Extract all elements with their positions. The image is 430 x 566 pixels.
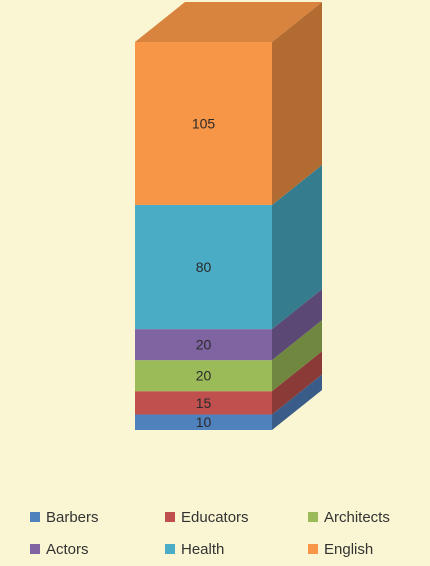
bar-side-english bbox=[272, 2, 322, 205]
legend-label: Educators bbox=[181, 508, 249, 526]
legend-item-health: Health bbox=[165, 540, 308, 558]
bar-side-educators bbox=[272, 351, 322, 415]
bar-side-architects bbox=[272, 320, 322, 392]
bar-segment-actors bbox=[135, 329, 272, 361]
legend-item-barbers: Barbers bbox=[30, 508, 165, 526]
data-label-barbers: 10 bbox=[196, 414, 212, 430]
legend-label: English bbox=[324, 540, 374, 558]
bar-top-face bbox=[135, 2, 322, 42]
legend-swatch bbox=[30, 544, 40, 554]
legend-label: Architects bbox=[324, 508, 390, 526]
legend-label: Actors bbox=[46, 540, 89, 558]
legend-swatch bbox=[308, 512, 318, 522]
bar-segment-english bbox=[135, 42, 272, 205]
legend-swatch bbox=[308, 544, 318, 554]
bar-segment-educators bbox=[135, 391, 272, 415]
legend-item-actors: Actors bbox=[30, 540, 165, 558]
legend-swatch bbox=[165, 544, 175, 554]
bar-side-actors bbox=[272, 289, 322, 361]
legend: Barbers Educators Architects Actors Health En… bbox=[30, 508, 430, 558]
legend-item-architects: Architects bbox=[308, 508, 423, 526]
bar-segment-health bbox=[135, 204, 272, 330]
bar-side-health bbox=[272, 164, 322, 330]
data-label-actors: 20 bbox=[196, 337, 212, 353]
legend-label: Health bbox=[181, 540, 225, 558]
data-label-health: 80 bbox=[196, 259, 212, 275]
stacked-bar-chart: 10 15 20 20 80 105 bbox=[135, 2, 322, 430]
legend-item-educators: Educators bbox=[165, 508, 308, 526]
bar-segment-architects bbox=[135, 360, 272, 392]
data-label-english: 105 bbox=[192, 115, 216, 131]
bar-segment-barbers bbox=[135, 414, 272, 430]
legend-item-english: English bbox=[308, 540, 423, 558]
data-label-architects: 20 bbox=[196, 368, 212, 384]
legend-label: Barbers bbox=[46, 508, 99, 526]
data-label-educators: 15 bbox=[196, 395, 212, 411]
legend-swatch bbox=[30, 512, 40, 522]
legend-swatch bbox=[165, 512, 175, 522]
bar-side-barbers bbox=[272, 374, 322, 430]
chart-area: 10 15 20 20 80 105 bbox=[135, 2, 322, 430]
